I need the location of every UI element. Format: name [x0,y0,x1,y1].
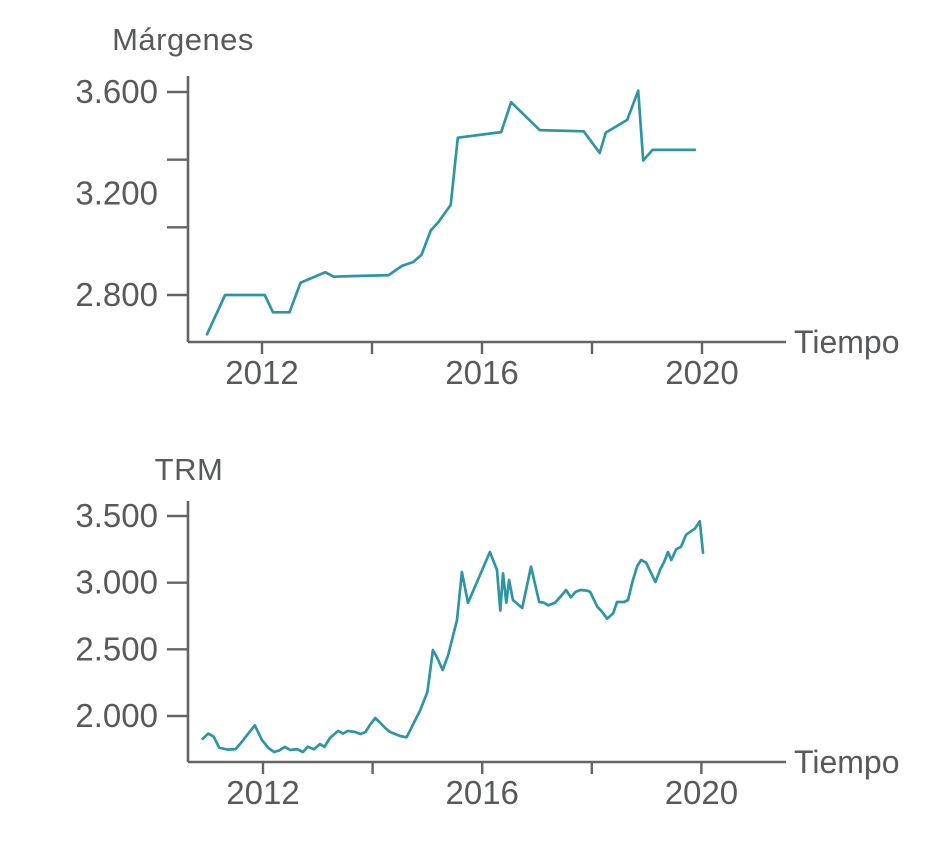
y-tick-label: 2.000 [75,697,158,734]
margenes-chart: 3.600 3.200 2.800 2012 2016 2020 Tiempo [75,73,899,391]
trm-chart: 3.500 3.000 2.500 2.000 2012 2016 2020 Tiempo [75,497,899,811]
x-tick-label: 2020 [665,354,738,391]
x-axis-label-tiempo: Tiempo [794,324,900,360]
x-tick-label: 2012 [226,774,299,811]
x-tick-label: 2020 [665,774,738,811]
y-tick-label: 3.600 [75,73,158,110]
y-tick-label: 3.500 [75,497,158,534]
margenes-chart-title: Márgenes [112,22,254,57]
y-tick-label: 3.200 [75,175,158,212]
y-tick-label: 2.500 [75,630,158,667]
x-axis-label-tiempo: Tiempo [794,744,900,780]
x-tick-label: 2012 [225,354,298,391]
y-tick-label: 2.800 [75,276,158,313]
y-tick-label: 3.000 [75,564,158,601]
x-tick-label: 2016 [445,774,518,811]
trm-chart-title: TRM [154,452,224,487]
x-tick-label: 2016 [445,354,518,391]
margenes-series-line [205,89,697,336]
trm-series-line [201,519,705,754]
